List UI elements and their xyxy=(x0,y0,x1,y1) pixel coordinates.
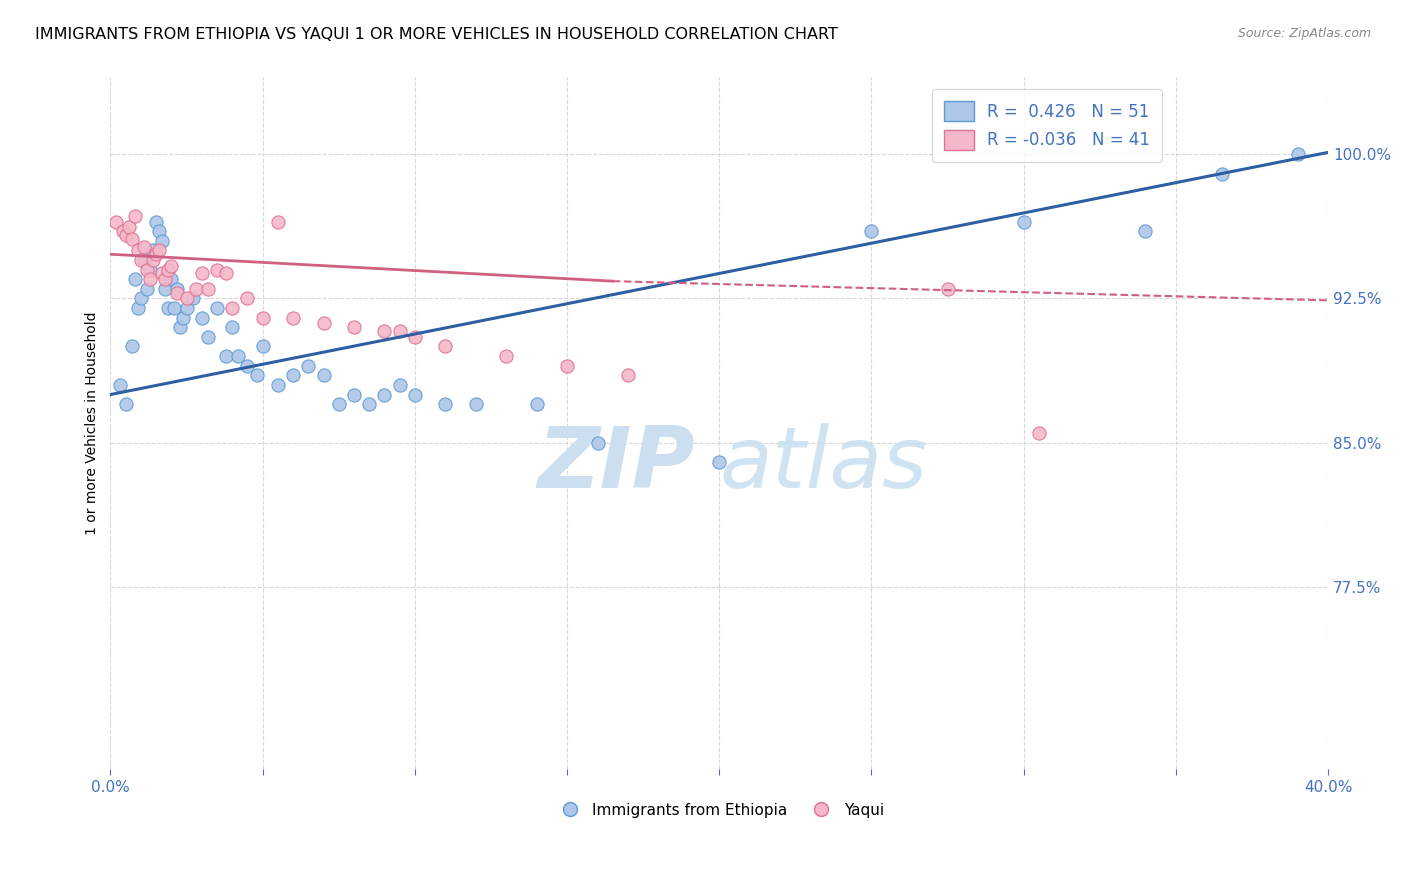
Point xyxy=(205,301,228,315)
Point xyxy=(139,262,162,277)
Point xyxy=(136,262,159,277)
Point xyxy=(160,259,183,273)
Point xyxy=(163,301,186,315)
Point xyxy=(434,397,457,411)
Point xyxy=(166,282,188,296)
Point xyxy=(148,244,170,258)
Point xyxy=(169,320,191,334)
Point xyxy=(388,378,411,392)
Point xyxy=(121,339,143,353)
Point xyxy=(160,272,183,286)
Point xyxy=(343,320,366,334)
Point xyxy=(129,252,152,267)
Point xyxy=(373,387,395,401)
Point xyxy=(1012,214,1035,228)
Point xyxy=(172,310,194,325)
Point xyxy=(464,397,486,411)
Text: IMMIGRANTS FROM ETHIOPIA VS YAQUI 1 OR MORE VEHICLES IN HOUSEHOLD CORRELATION CH: IMMIGRANTS FROM ETHIOPIA VS YAQUI 1 OR M… xyxy=(35,27,838,42)
Point xyxy=(312,317,335,331)
Point xyxy=(297,359,319,373)
Point xyxy=(281,310,304,325)
Point xyxy=(1135,224,1157,238)
Point xyxy=(129,292,152,306)
Point xyxy=(221,301,243,315)
Point xyxy=(236,292,259,306)
Point xyxy=(236,359,259,373)
Point xyxy=(709,455,731,469)
Point xyxy=(114,227,136,242)
Point xyxy=(127,301,149,315)
Point xyxy=(252,310,274,325)
Point xyxy=(148,224,170,238)
Point xyxy=(221,320,243,334)
Point xyxy=(136,282,159,296)
Point xyxy=(526,397,548,411)
Text: ZIP: ZIP xyxy=(537,424,695,507)
Point xyxy=(328,397,350,411)
Point xyxy=(145,247,167,261)
Point xyxy=(184,282,207,296)
Point xyxy=(267,214,290,228)
Point xyxy=(127,244,149,258)
Point xyxy=(105,214,128,228)
Point xyxy=(1286,147,1309,161)
Point xyxy=(132,252,155,267)
Point xyxy=(936,282,959,296)
Legend: Immigrants from Ethiopia, Yaqui: Immigrants from Ethiopia, Yaqui xyxy=(548,797,890,824)
Point xyxy=(404,330,426,344)
Point xyxy=(166,285,188,300)
Point xyxy=(150,267,173,281)
Point xyxy=(176,292,198,306)
Point xyxy=(252,339,274,353)
Point xyxy=(1028,425,1050,440)
Point xyxy=(111,224,134,238)
Point xyxy=(312,368,335,383)
Point xyxy=(142,252,165,267)
Point xyxy=(124,272,146,286)
Point xyxy=(215,349,238,363)
Point xyxy=(157,301,180,315)
Point xyxy=(108,378,131,392)
Point xyxy=(181,292,204,306)
Point xyxy=(434,339,457,353)
Point xyxy=(155,272,177,286)
Point xyxy=(118,220,141,235)
Point xyxy=(139,272,162,286)
Point xyxy=(281,368,304,383)
Point xyxy=(121,232,143,246)
Text: Source: ZipAtlas.com: Source: ZipAtlas.com xyxy=(1237,27,1371,40)
Point xyxy=(388,324,411,338)
Point xyxy=(359,397,381,411)
Point xyxy=(495,349,517,363)
Point xyxy=(226,349,249,363)
Point xyxy=(157,262,180,277)
Point xyxy=(176,301,198,315)
Point xyxy=(114,397,136,411)
Point xyxy=(343,387,366,401)
Point xyxy=(205,262,228,277)
Point xyxy=(155,282,177,296)
Point xyxy=(617,368,640,383)
Point xyxy=(555,359,578,373)
Point xyxy=(190,310,212,325)
Point xyxy=(215,267,238,281)
Point xyxy=(586,435,609,450)
Point xyxy=(150,234,173,248)
Point xyxy=(373,324,395,338)
Point xyxy=(267,378,290,392)
Point xyxy=(197,282,219,296)
Point xyxy=(404,387,426,401)
Point xyxy=(245,368,267,383)
Point xyxy=(132,239,155,253)
Point xyxy=(190,267,212,281)
Y-axis label: 1 or more Vehicles in Household: 1 or more Vehicles in Household xyxy=(86,311,100,535)
Text: atlas: atlas xyxy=(720,424,928,507)
Point xyxy=(1211,167,1233,181)
Point xyxy=(860,224,883,238)
Point xyxy=(142,244,165,258)
Point xyxy=(145,214,167,228)
Point xyxy=(197,330,219,344)
Point xyxy=(124,209,146,223)
